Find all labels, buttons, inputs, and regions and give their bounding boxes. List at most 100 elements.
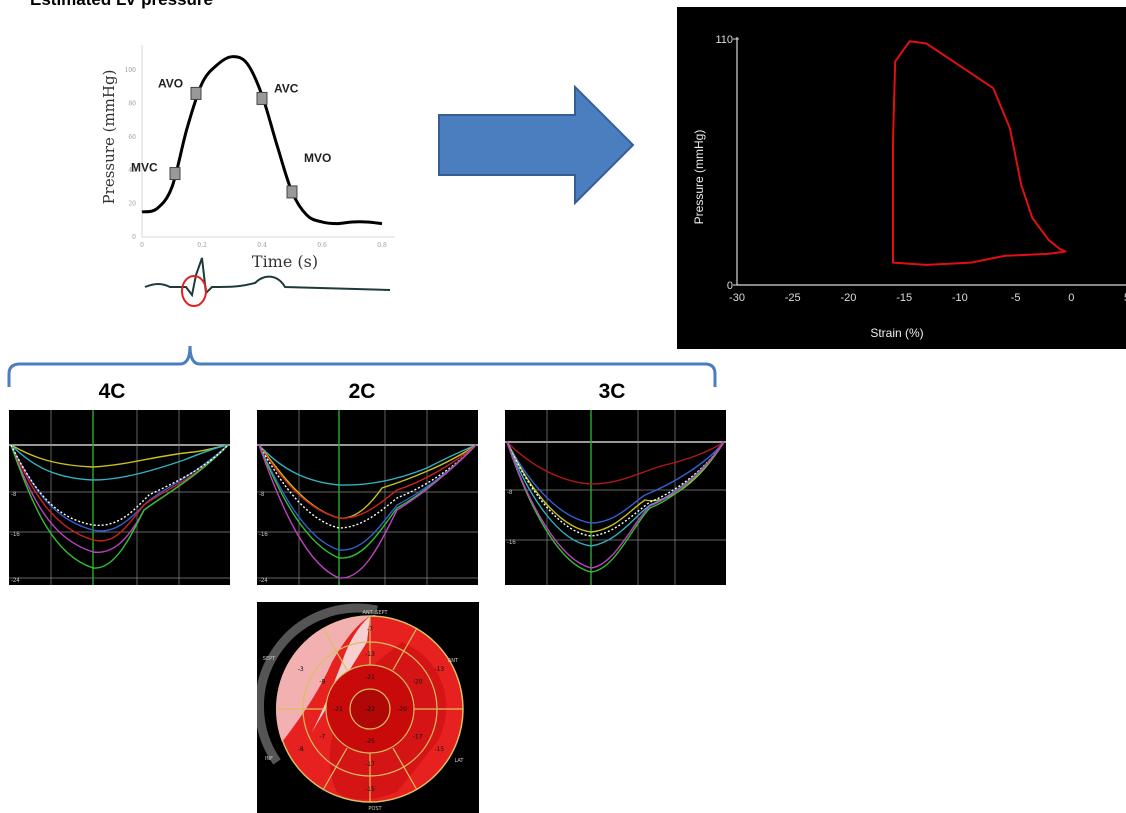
bullseye-basal-value: -3 bbox=[298, 666, 304, 673]
bullseye-apical-value: -21 bbox=[333, 706, 343, 713]
valve-marker bbox=[169, 167, 181, 181]
ecg-trace bbox=[144, 257, 391, 298]
strain-curve bbox=[506, 441, 725, 485]
bullseye-apical-value: -20 bbox=[397, 706, 407, 713]
valve-marker bbox=[256, 91, 268, 105]
bullseye-region-label: SEPT bbox=[263, 656, 276, 662]
view-label-2c: 2C bbox=[348, 380, 376, 403]
pv-x-tick: -15 bbox=[896, 292, 912, 304]
bullseye-basal-value: -15 bbox=[365, 786, 375, 793]
pressure-x-tick: 0.4 bbox=[257, 242, 267, 249]
pv-x-ticks: -30 -25 -20 -15 -10 -5 0 5 bbox=[729, 292, 1126, 304]
strain-tick: -8 bbox=[507, 490, 513, 496]
bullseye-basal-value: -8 bbox=[298, 746, 304, 753]
views-bracket bbox=[7, 345, 717, 387]
strain-curve bbox=[258, 444, 477, 519]
strain-curves-2c: -8 -16 -24 bbox=[257, 410, 478, 585]
bullseye-apex-value: -22 bbox=[365, 706, 375, 713]
pv-y-tick: 110 bbox=[715, 34, 733, 46]
pressure-y-tick: 60 bbox=[128, 134, 136, 141]
strain-tick: -8 bbox=[11, 492, 17, 498]
panel-grid bbox=[9, 410, 230, 585]
pressure-y-axis-label: Pressure (mmHg) bbox=[100, 70, 118, 205]
view-label-3c: 3C bbox=[598, 380, 626, 403]
bullseye-mid-value: -13 bbox=[365, 651, 375, 658]
bullseye-mid-value: -8 bbox=[319, 679, 325, 686]
strain-curve bbox=[10, 444, 229, 542]
strain-tick: -16 bbox=[11, 532, 20, 538]
strain-curve bbox=[506, 441, 725, 524]
pv-x-tick: 5 bbox=[1124, 292, 1126, 304]
strain-curve bbox=[258, 444, 477, 529]
strain-curve bbox=[506, 441, 725, 569]
valve-marker-label: MVO bbox=[304, 151, 331, 165]
pv-x-tick: -5 bbox=[1011, 292, 1021, 304]
view-label-4c: 4C bbox=[98, 380, 126, 403]
pressure-x-ticks: 0 0.2 0.4 0.6 0.8 bbox=[140, 242, 387, 249]
pressure-y-tick: 100 bbox=[125, 67, 137, 74]
pv-axes bbox=[736, 37, 1126, 286]
strain-curve bbox=[10, 444, 229, 526]
strain-curve bbox=[506, 441, 725, 537]
valve-marker-label: AVC bbox=[274, 81, 299, 95]
bullseye-apical-value: -21 bbox=[365, 674, 375, 681]
pv-y-ticks: 0 110 bbox=[715, 34, 739, 292]
strain-curve bbox=[258, 444, 477, 551]
bullseye-mid-value: -17 bbox=[413, 734, 423, 741]
strain-curve bbox=[258, 444, 477, 519]
bullseye-region-label: INF bbox=[265, 756, 273, 762]
strain-curve bbox=[258, 444, 477, 486]
strain-tick: -16 bbox=[259, 532, 268, 538]
pressure-x-tick: 0.6 bbox=[317, 242, 327, 249]
valve-marker bbox=[190, 86, 202, 100]
valve-marker-label: AVO bbox=[158, 76, 183, 90]
valve-markers: MVC AVO AVC MVO bbox=[131, 76, 331, 199]
pv-x-tick: -30 bbox=[729, 292, 745, 304]
pv-x-tick: 0 bbox=[1068, 292, 1074, 304]
bullseye-mid-value: -20 bbox=[413, 679, 423, 686]
pv-x-tick: -20 bbox=[840, 292, 856, 304]
valve-marker bbox=[286, 185, 298, 199]
pressure-y-ticks: 0 20 40 60 80 100 bbox=[125, 67, 137, 241]
pressure-y-tick: 20 bbox=[128, 201, 136, 208]
strain-curve bbox=[506, 441, 725, 573]
pressure-y-tick: 0 bbox=[132, 234, 136, 241]
pressure-strain-loop-chart: 0 110 -30 -25 -20 -15 -10 -5 0 5 Pressure (mmHg)… bbox=[677, 7, 1126, 349]
bullseye-region-label: POST bbox=[368, 806, 382, 812]
bullseye-basal-value: -7 bbox=[367, 626, 373, 633]
pressure-x-tick: 0 bbox=[140, 242, 144, 249]
bullseye-basal-value: -15 bbox=[434, 746, 444, 753]
strain-curve bbox=[10, 444, 229, 532]
strain-tick: -8 bbox=[259, 492, 265, 498]
bullseye-strain-map: ANT_SEPT ANT LAT POST INF SEPT -7 -13 -15 -15 -8 -… bbox=[257, 602, 479, 813]
pressure-y-tick: 40 bbox=[128, 167, 136, 174]
strain-curve bbox=[10, 444, 229, 569]
pv-x-tick: -10 bbox=[952, 292, 968, 304]
pv-x-tick: -25 bbox=[785, 292, 801, 304]
bullseye-region-label: ANT_SEPT bbox=[362, 610, 388, 616]
panel-grid bbox=[257, 410, 478, 585]
page-title: Estimated LV pressure bbox=[30, 0, 213, 10]
strain-tick: -24 bbox=[11, 578, 20, 584]
bullseye-basal-value: -13 bbox=[434, 666, 444, 673]
strain-tick: -24 bbox=[259, 578, 268, 584]
valve-marker-label: MVC bbox=[131, 161, 158, 175]
bullseye-region-label: LAT bbox=[455, 758, 465, 764]
panel-grid bbox=[505, 410, 726, 585]
strain-tick: -16 bbox=[507, 540, 516, 546]
pv-y-tick: 0 bbox=[727, 280, 733, 292]
pressure-x-axis-label: Time (s) bbox=[252, 252, 318, 271]
pressure-x-tick: 0.8 bbox=[377, 242, 387, 249]
pv-y-axis-label: Pressure (mmHg) bbox=[692, 130, 706, 225]
bullseye-mid-value: -17 bbox=[365, 761, 375, 768]
strain-curves-4c: -8 -16 -24 bbox=[9, 410, 230, 585]
strain-curve bbox=[258, 444, 477, 559]
pv-loop-line bbox=[892, 40, 1067, 266]
strain-curve bbox=[10, 444, 229, 481]
strain-curve bbox=[258, 444, 477, 579]
pressure-time-chart: 0 20 40 60 80 100 0 0.2 0.4 0.6 0.8 Pressure (mmH… bbox=[100, 45, 395, 307]
ecg-highlight-circle bbox=[181, 275, 207, 307]
bullseye-mid-value: -7 bbox=[319, 734, 325, 741]
bullseye-apical-value: -25 bbox=[365, 738, 375, 745]
pressure-y-tick: 80 bbox=[128, 100, 136, 107]
